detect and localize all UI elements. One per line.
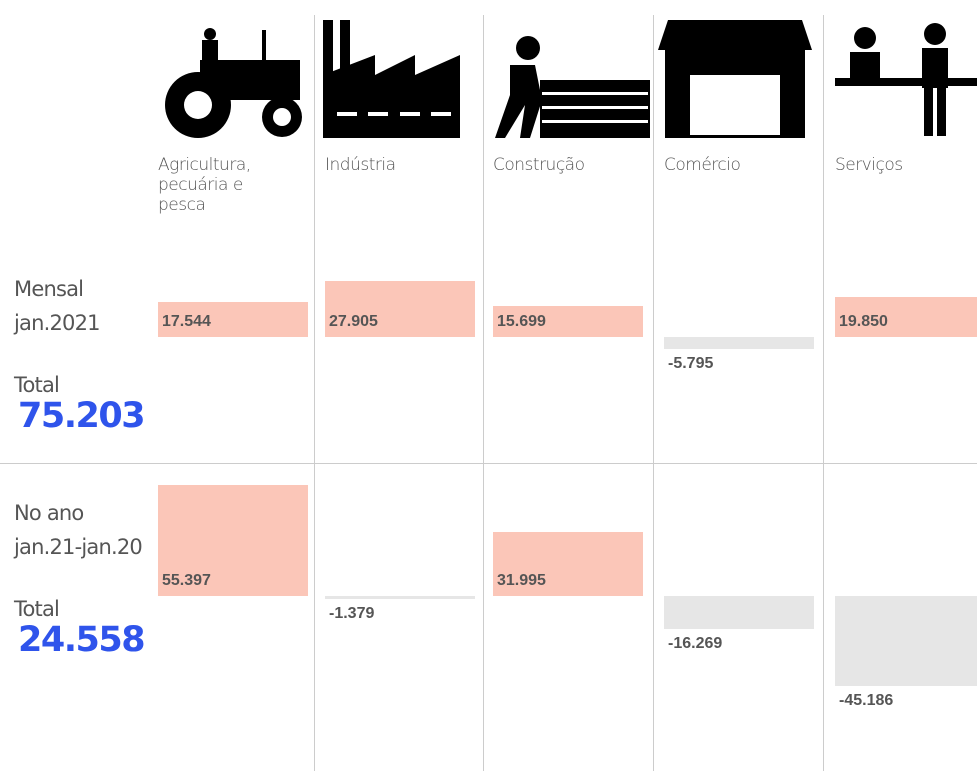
- total-label: Total: [14, 597, 60, 621]
- tractor-icon: [165, 28, 302, 138]
- bar: [158, 301, 308, 337]
- icons: [165, 20, 977, 138]
- value-label: -5.795: [668, 354, 714, 372]
- bar: [493, 532, 643, 596]
- bar: [493, 305, 643, 337]
- value-label: 15.699: [497, 313, 546, 330]
- row-label: jan.2021: [14, 311, 101, 335]
- row-label: Mensal: [14, 277, 84, 301]
- total-label: Total: [14, 373, 60, 397]
- value-label: 27.905: [329, 313, 378, 330]
- value-label: -45.186: [839, 692, 894, 710]
- column-divider: [653, 15, 654, 771]
- service-icon: [835, 23, 977, 136]
- bar: [325, 596, 475, 599]
- bar: [835, 596, 977, 687]
- bar: [664, 596, 814, 629]
- total-value: 75.203: [18, 396, 146, 436]
- value-label: 17.544: [162, 313, 211, 330]
- value-label: -1.379: [329, 604, 375, 622]
- bar: [325, 281, 475, 337]
- factory-icon: [323, 20, 460, 138]
- category-label: Indústria: [325, 155, 396, 175]
- bar: [158, 485, 308, 596]
- column-divider: [314, 15, 315, 771]
- category-label: Construção: [493, 155, 585, 175]
- row-label: No ano: [14, 501, 84, 525]
- column-divider: [823, 15, 824, 771]
- construction-icon: [495, 36, 650, 138]
- column-divider: [483, 15, 484, 771]
- bar: [835, 297, 977, 337]
- bar: [664, 337, 814, 349]
- category-label: Comércio: [664, 155, 741, 175]
- value-label: 31.995: [497, 572, 546, 589]
- category-label: Serviços: [835, 155, 903, 175]
- total-value: 24.558: [18, 620, 146, 660]
- row-divider: [0, 463, 977, 464]
- row-label: jan.21-jan.20: [14, 535, 143, 559]
- value-label: 55.397: [162, 572, 211, 589]
- value-label: -16.269: [668, 634, 723, 652]
- category-label: Agricultura, pecuária e pesca: [158, 155, 251, 215]
- value-label: 19.850: [839, 313, 888, 330]
- store-icon: [658, 20, 812, 138]
